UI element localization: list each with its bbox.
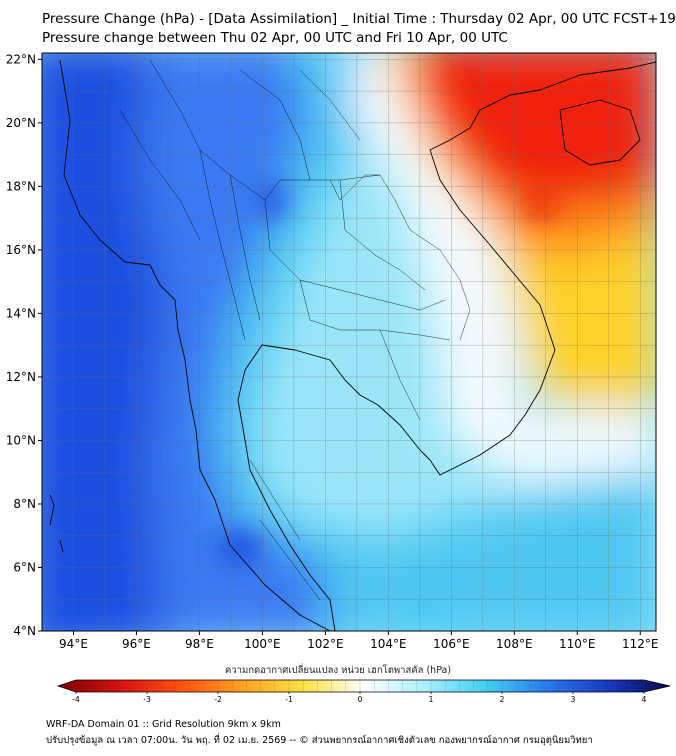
coastlines <box>49 59 656 631</box>
colorbar-tick-label: -3 <box>143 695 151 704</box>
lon-tick-label: 108°E <box>496 637 533 651</box>
lat-tick-label: 22°N <box>6 52 36 66</box>
field-layer <box>42 53 656 631</box>
lon-tick-label: 110°E <box>559 637 596 651</box>
lon-tick-label: 102°E <box>307 637 344 651</box>
colorbar-gradient <box>56 679 671 693</box>
colorbar-tick-label: -4 <box>72 695 80 704</box>
lat-tick-label: 20°N <box>6 116 36 130</box>
lon-tick-label: 96°E <box>122 637 151 651</box>
latitude-axis: 22°N 20°N 18°N 16°N 14°N 12°N 10°N 8°N 6°N 4°N <box>6 52 42 638</box>
colorbar-label: ความกดอากาศเปลี่ยนแปลง หน่วย เฮกโตพาสคัล… <box>224 665 452 676</box>
lat-tick-label: 8°N <box>13 497 36 511</box>
lat-tick-label: 14°N <box>6 306 36 320</box>
colorbar-tick-label: 4 <box>642 695 647 704</box>
lon-tick-label: 104°E <box>370 637 407 651</box>
colorbar-tick-label: -2 <box>214 695 222 704</box>
lat-tick-label: 10°N <box>6 433 36 447</box>
lon-tick-label: 98°E <box>185 637 214 651</box>
lon-tick-label: 100°E <box>244 637 281 651</box>
boundaries <box>119 59 471 601</box>
pressure-change-map: 94°E 96°E 98°E 100°E 102°E 104°E 106°E 108°E 110… <box>6 52 659 651</box>
lat-tick-label: 6°N <box>13 560 36 574</box>
lon-tick-label: 94°E <box>59 637 88 651</box>
lat-tick-label: 12°N <box>6 370 36 384</box>
colorbar-tick-label: 0 <box>358 695 363 704</box>
chart-title: Pressure Change (hPa) - [Data Assimilati… <box>42 11 676 27</box>
lat-tick-label: 16°N <box>6 243 36 257</box>
colorbar-tick-label: 3 <box>571 695 576 704</box>
footer-model-info: WRF-DA Domain 01 :: Grid Resolution 9km … <box>46 719 281 730</box>
lon-tick-label: 106°E <box>433 637 470 651</box>
colorbar-tick-label: 1 <box>429 695 434 704</box>
longitude-axis: 94°E 96°E 98°E 100°E 102°E 104°E 106°E 108°E 110… <box>59 631 659 651</box>
chart-subtitle: Pressure change between Thu 02 Apr, 00 U… <box>42 30 508 46</box>
lat-tick-label: 18°N <box>6 179 36 193</box>
colorbar: -4 -3 -2 -1 0 1 2 3 4 <box>56 679 671 704</box>
lat-tick-label: 4°N <box>13 624 36 638</box>
colorbar-tick-label: 2 <box>500 695 505 704</box>
map-frame <box>41 52 657 632</box>
footer-credit: ปรับปรุงข้อมูล ณ เวลา 07:00น. วัน พฤ. ที… <box>46 735 593 746</box>
colorbar-tick-label: -1 <box>285 695 293 704</box>
colorbar-ticks: -4 -3 -2 -1 0 1 2 3 4 <box>72 692 647 704</box>
lon-tick-label: 112°E <box>622 637 659 651</box>
